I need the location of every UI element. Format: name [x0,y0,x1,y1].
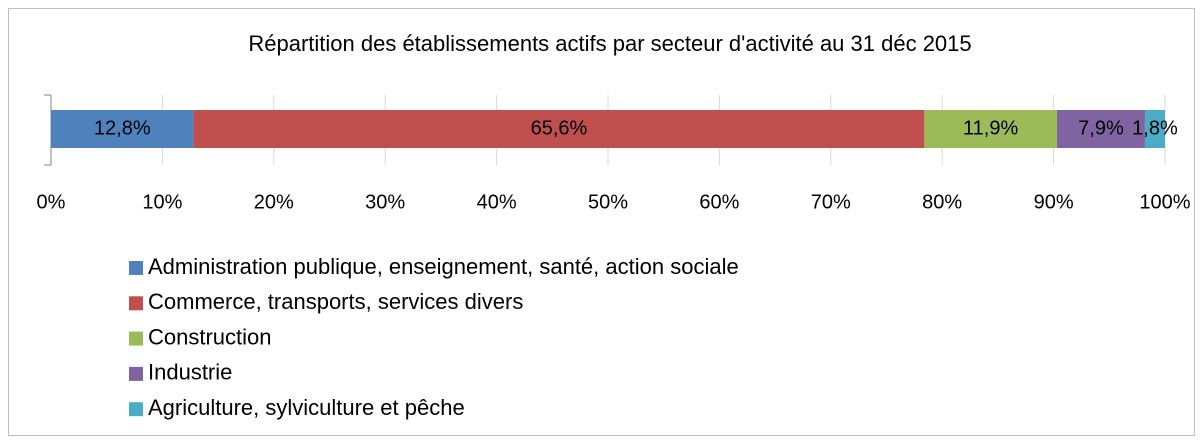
data-label: 65,6% [531,117,588,139]
x-tick-label: 70% [811,191,851,213]
bar-segment [51,110,194,148]
bar-segment [193,110,925,148]
bar-segment [1144,110,1165,148]
legend-swatch [129,296,143,311]
legend-swatch [129,261,143,275]
bar-segment [1056,110,1145,148]
x-tick-label: 80% [922,191,962,213]
x-tick-label: 50% [588,191,628,213]
legend-label: Commerce, transports, services divers [148,289,523,314]
data-label: 1,8% [1132,117,1178,139]
x-tick-label: 60% [699,191,739,213]
legend-label: Construction [148,324,272,349]
bar-segment [924,110,1057,148]
legend-swatch [129,331,143,346]
chart-frame [8,8,1195,436]
x-tick-label: 20% [254,191,294,213]
x-tick-label: 30% [365,191,405,213]
data-label: 11,9% [963,117,1018,139]
x-tick-label: 100% [1139,191,1190,213]
legend-swatch [129,402,143,417]
legend-label: Administration publique, enseignement, s… [148,254,739,279]
x-tick-label: 10% [142,191,182,213]
x-tick-label: 90% [1034,191,1074,213]
chart-title: Répartition des établissements actifs pa… [248,31,971,56]
data-label: 7,9% [1078,117,1124,139]
x-tick-label: 40% [477,191,517,213]
data-label: 12,8% [94,117,151,139]
legend-label: Agriculture, sylviculture et pêche [148,395,465,420]
x-tick-label: 0% [37,191,66,213]
legend-label: Industrie [148,360,232,385]
legend-swatch [129,366,143,381]
